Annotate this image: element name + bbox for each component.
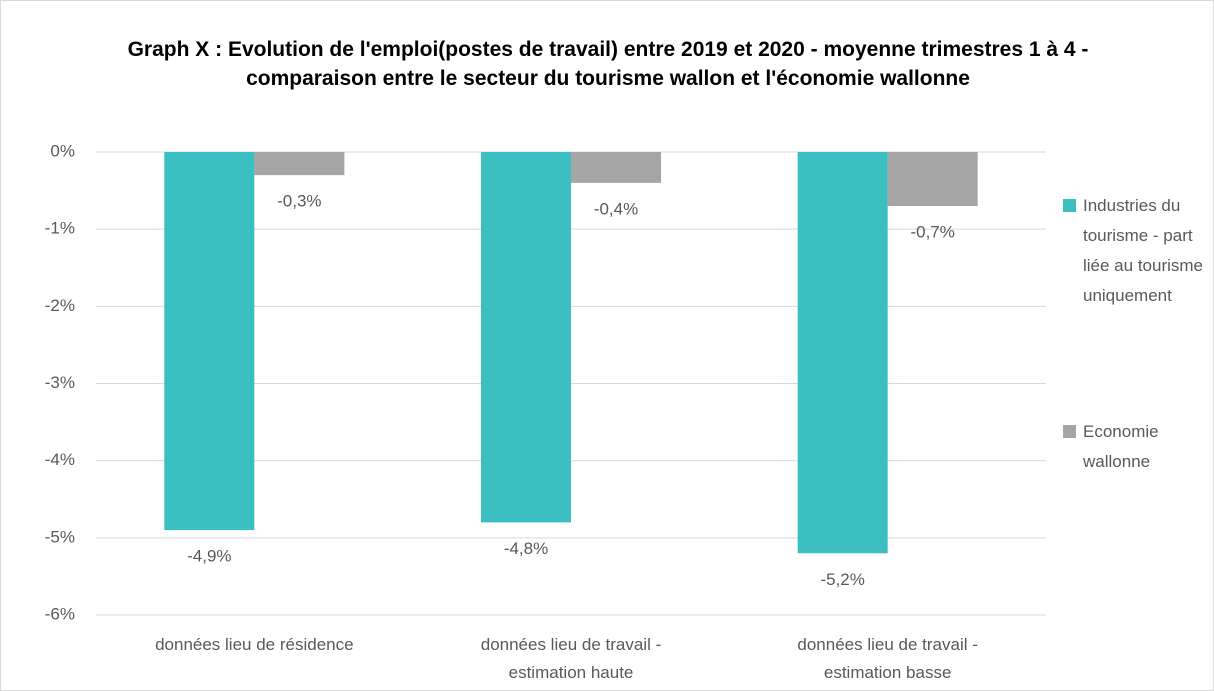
bar: [254, 152, 345, 176]
legend-swatch: [1063, 199, 1076, 212]
legend-label: Economie wallonne: [1083, 422, 1159, 471]
y-tick-label: -6%: [45, 604, 75, 623]
y-tick-label: -1%: [45, 219, 75, 238]
data-label: -0,4%: [594, 199, 638, 218]
legend-label: Industries du tourisme - part liée au to…: [1083, 196, 1204, 305]
bar: [571, 152, 661, 183]
bar: [164, 152, 255, 531]
data-label: -4,8%: [504, 539, 548, 558]
data-label: -5,2%: [820, 570, 864, 589]
y-tick-label: -5%: [45, 527, 75, 546]
x-tick-label: données lieu de travail - estimation hau…: [480, 635, 662, 682]
y-tick-label: 0%: [50, 141, 75, 160]
bar: [481, 152, 571, 523]
bar: [887, 152, 978, 207]
y-tick-label: -3%: [45, 373, 75, 392]
x-tick-label: données lieu de travail - estimation bas…: [797, 635, 978, 682]
y-tick-label: -2%: [45, 296, 75, 315]
data-label: -0,3%: [277, 192, 321, 211]
data-label: -4,9%: [187, 547, 231, 566]
y-tick-label: -4%: [45, 450, 75, 469]
chart-title: Graph X : Evolution de l'emploi(postes d…: [127, 38, 1089, 90]
legend-swatch: [1063, 425, 1076, 438]
bar: [797, 152, 888, 554]
data-label: -0,7%: [910, 223, 954, 242]
x-tick-label: données lieu de résidence: [155, 635, 354, 654]
